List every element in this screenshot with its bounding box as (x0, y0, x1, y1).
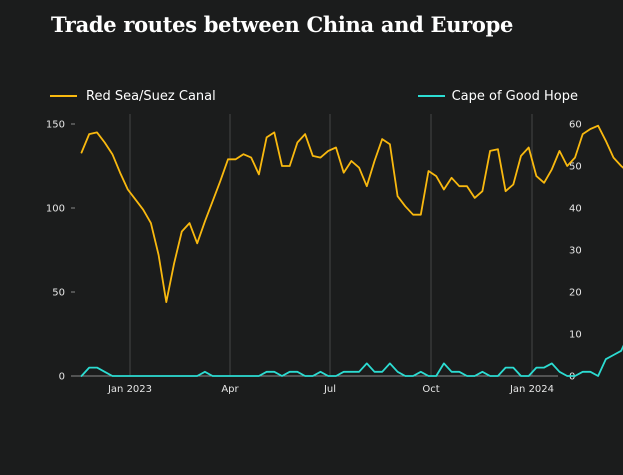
right-tick-label: 50 (569, 162, 582, 173)
right-axis: 0 10 20 30 40 50 60 (569, 120, 582, 383)
right-tick-label: 0 (569, 372, 575, 383)
series-line-cape-of-good-hope (80, 344, 623, 377)
legend-label-cape: Cape of Good Hope (452, 89, 578, 104)
x-tick-label: Oct (422, 384, 439, 395)
left-axis: 0 50 100 150 (46, 120, 75, 383)
right-tick-label: 10 (569, 330, 582, 341)
legend: Red Sea/Suez Canal Cape of Good Hope (50, 89, 578, 104)
right-tick-label: 60 (569, 120, 582, 131)
x-tick-label: Apr (221, 384, 239, 395)
left-tick-label: 150 (46, 120, 65, 131)
right-tick-label: 30 (569, 246, 582, 257)
x-tick-label: Jan 2023 (107, 384, 152, 395)
right-tick-label: 20 (569, 288, 582, 299)
right-tick-label: 40 (569, 204, 582, 215)
series-line-red-sea-suez-canal (80, 124, 623, 304)
left-tick-label: 50 (52, 288, 65, 299)
grid (71, 114, 558, 377)
chart-title: Trade routes between China and Europe (51, 12, 514, 37)
x-axis: Jan 2023 Apr Jul Oct Jan 2024 (107, 384, 554, 395)
left-tick-label: 0 (59, 372, 65, 383)
x-tick-label: Jan 2024 (509, 384, 554, 395)
x-tick-label: Jul (323, 384, 336, 395)
series-lines (80, 124, 623, 377)
left-tick-label: 100 (46, 204, 65, 215)
legend-label-red-sea: Red Sea/Suez Canal (86, 89, 216, 104)
